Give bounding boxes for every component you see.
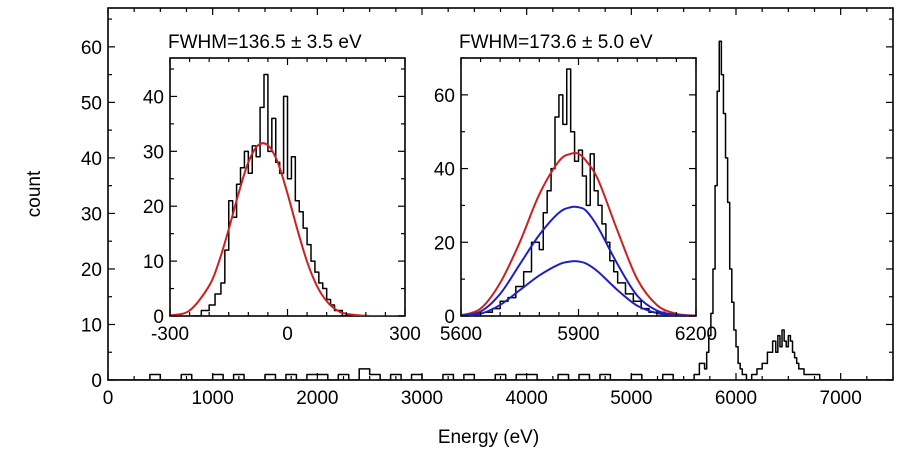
inset-right-series-group xyxy=(461,68,696,316)
main-x-tick-label: 7000 xyxy=(820,388,862,409)
main-y-tick-label: 40 xyxy=(81,149,102,170)
main-x-tick-label: 6000 xyxy=(715,388,757,409)
inset-right-panel: 5600 5900 6200 0 20 40 60 FWHM=173.6 ± 5.0 eV xyxy=(434,32,717,345)
inset-right-series-3 xyxy=(461,260,696,316)
main-y-tick-label: 20 xyxy=(81,260,102,281)
inset-left-y-tick-label: 40 xyxy=(143,87,164,108)
main-x-tick-label: 3000 xyxy=(401,388,443,409)
main-x-tick-label: 5000 xyxy=(610,388,652,409)
x-axis-title: Energy (eV) xyxy=(438,427,539,448)
inset-left-y-tick-label: 10 xyxy=(143,252,164,273)
main-y-tick-label: 30 xyxy=(81,204,102,225)
inset-right-series-2 xyxy=(461,205,696,316)
main-series-group xyxy=(108,40,893,380)
main-y-tick-label: 0 xyxy=(91,371,102,392)
main-y-tick-label: 60 xyxy=(81,38,102,59)
inset-left-x-tick-label: -300 xyxy=(151,324,189,345)
main-y-tick-label: 10 xyxy=(81,315,102,336)
inset-right-background xyxy=(461,58,696,316)
main-series-0 xyxy=(108,40,893,380)
inset-left-y-tick-label: 0 xyxy=(153,307,164,328)
inset-left-y-tick-label: 30 xyxy=(143,142,164,163)
inset-left-series-1 xyxy=(170,142,405,316)
inset-right-x-tick-label: 5900 xyxy=(557,324,599,345)
inset-right-y-tick-label: 0 xyxy=(444,307,455,328)
inset-left-series-group xyxy=(170,73,405,316)
inset-left-series-0 xyxy=(193,73,358,316)
inset-right-x-tick-label: 5600 xyxy=(440,324,482,345)
main-x-tick-label: 1000 xyxy=(192,388,234,409)
inset-left-x-tick-label: 0 xyxy=(282,324,293,345)
inset-left-x-tick-label: 300 xyxy=(389,324,421,345)
inset-right-y-tick-label: 60 xyxy=(434,86,455,107)
inset-right-y-tick-label: 40 xyxy=(434,160,455,181)
main-y-tick-label: 50 xyxy=(81,93,102,114)
inset-left-y-tick-label: 20 xyxy=(143,197,164,218)
inset-left-fwhm-annotation: FWHM=136.5 ± 3.5 eV xyxy=(168,32,362,53)
main-x-tick-label: 0 xyxy=(103,388,114,409)
inset-right-y-tick-label: 20 xyxy=(434,233,455,254)
main-panel: 0 1000 2000 3000 4000 5000 6000 700001020304050… xyxy=(24,7,894,448)
y-axis-title: count xyxy=(24,170,45,217)
inset-right-fwhm-annotation: FWHM=173.6 ± 5.0 eV xyxy=(459,32,653,53)
inset-right-x-tick-label: 6200 xyxy=(675,324,717,345)
main-x-tick-label: 4000 xyxy=(506,388,548,409)
main-x-tick-label: 2000 xyxy=(296,388,338,409)
inset-right-series-1 xyxy=(461,151,696,316)
inset-right-series-0 xyxy=(484,68,673,316)
